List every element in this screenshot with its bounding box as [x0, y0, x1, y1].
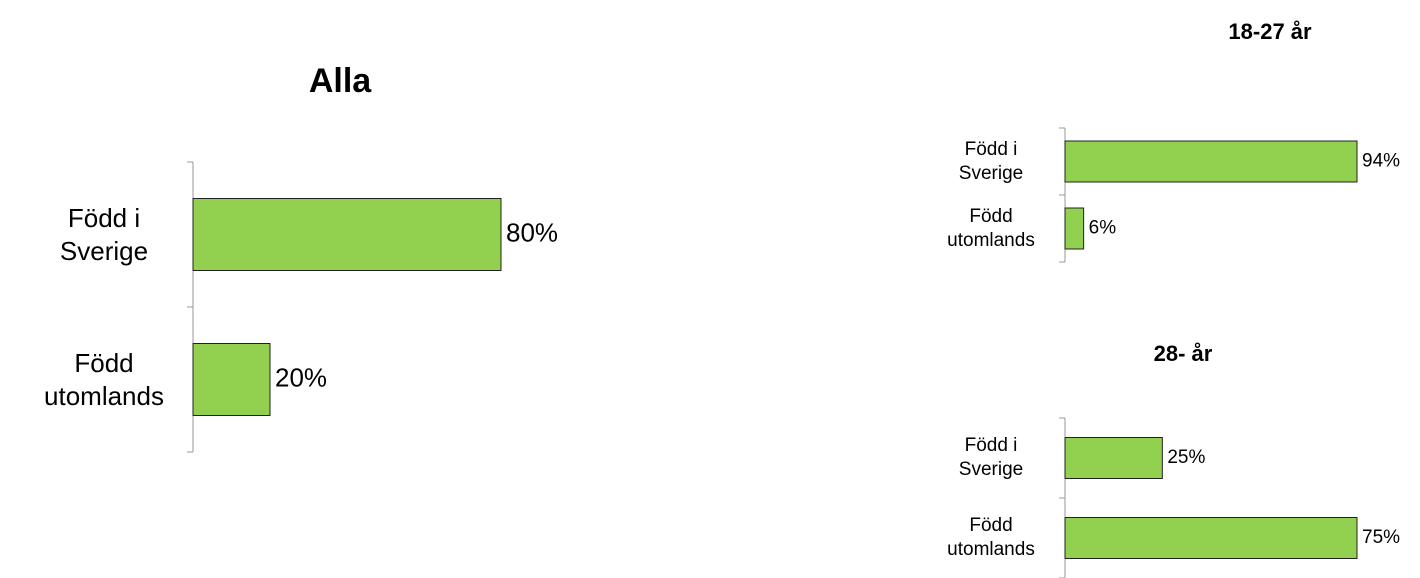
value-label: 6% [1089, 218, 1117, 239]
bar [1064, 517, 1358, 559]
chart-title: 28- år [1154, 341, 1213, 366]
value-label: 94% [1362, 151, 1400, 172]
category-label: Född i Sverige [958, 435, 1024, 480]
bar [192, 198, 502, 271]
category-label: Född i Sverige [958, 138, 1024, 184]
value-label: 25% [1167, 447, 1205, 468]
value-label: 20% [275, 362, 327, 392]
value-label: 80% [506, 217, 558, 247]
bar [1064, 207, 1085, 250]
category-label: Född utomlands [947, 205, 1035, 251]
bar [192, 343, 271, 416]
chart-title: 18-27 år [1228, 19, 1312, 44]
category-label: Född i Sverige [59, 203, 149, 266]
category-label: Född utomlands [44, 348, 164, 411]
bar [1064, 437, 1163, 479]
value-label: 75% [1362, 527, 1400, 548]
bar [1064, 140, 1358, 183]
chart-title: Alla [309, 62, 372, 100]
category-label: Född utomlands [947, 515, 1035, 560]
